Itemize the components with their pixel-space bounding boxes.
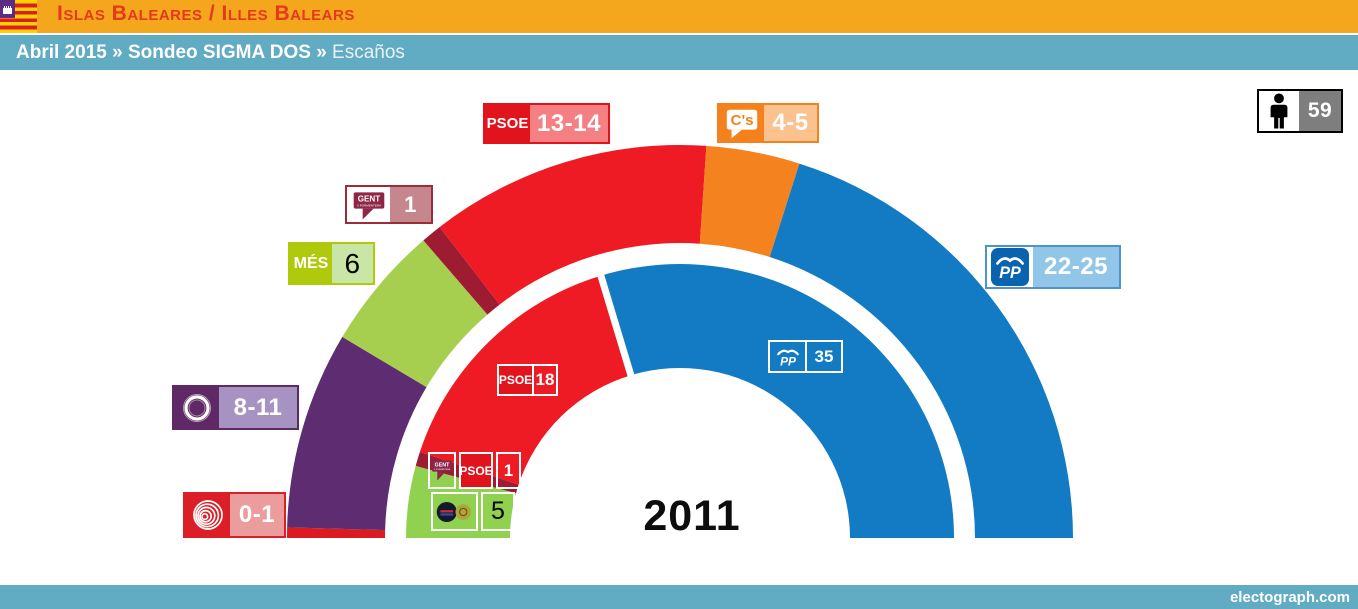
psoe-2011-seats: 18 <box>535 370 555 389</box>
svg-text:GENT: GENT <box>357 194 380 203</box>
person-silhouette-icon <box>1270 93 1288 129</box>
pp-logo: PP <box>987 247 1033 287</box>
pp-arc-segment <box>769 163 1073 538</box>
pp-gull-icon-small: PP <box>776 349 799 368</box>
castle-icon <box>3 6 12 14</box>
psm-iv-circle-logos-icon <box>436 501 471 522</box>
region-title: Islas Baleares / Illes Balears <box>57 2 355 25</box>
svg-text:PP: PP <box>780 354 796 368</box>
podemos-poll-label: 8-11 <box>172 385 299 430</box>
total-seats-badge: 59 <box>1257 89 1343 133</box>
svg-text:X FORMENTERA: X FORMENTERA <box>434 467 451 470</box>
subtitle-light: Escaños <box>332 41 405 63</box>
gent-poll-label: GENT X FORMENTERA 1 <box>345 185 433 224</box>
svg-text:X FORMENTERA: X FORMENTERA <box>356 203 381 207</box>
psoe-poll-label: PSOE 13-14 <box>483 103 610 144</box>
pp-arc-segment <box>600 264 954 538</box>
bloc-divider-line <box>596 272 635 379</box>
psoe-seats: 13-14 <box>530 105 608 142</box>
podemos-arc-segment <box>287 336 427 531</box>
psm-iv-2011-label: 5 <box>431 492 519 531</box>
balearic-islands-flag-icon <box>0 0 37 33</box>
ciudadanos-logo: C's <box>719 105 764 141</box>
site-link[interactable]: electograph.com <box>1229 588 1350 606</box>
eu-poll-label: 0-1 <box>183 492 286 538</box>
psoe-arc-segment <box>439 145 707 305</box>
flag-castle-canton <box>0 0 15 18</box>
pp-logo-square: PP <box>991 248 1029 286</box>
cs-speech-bubble-icon: C's <box>726 109 757 139</box>
pp-2011-seats: 35 <box>814 346 834 366</box>
m-s-arc-segment <box>342 240 488 388</box>
total-seats-value: 59 <box>1299 91 1341 131</box>
mes-logo: MÉS <box>290 244 332 283</box>
svg-text:C's: C's <box>730 112 753 129</box>
psoe-logo: PSOE <box>485 105 530 142</box>
eu-logo <box>185 494 230 536</box>
psm-iv-2011-seats: 5 <box>481 492 515 531</box>
podemos-logo <box>174 387 219 428</box>
mes-seats: 6 <box>332 244 373 283</box>
eu-arc-segment <box>286 527 386 538</box>
pp-2011-label: PP 35 <box>768 340 843 373</box>
ciudadanos-poll-label: C's 4-5 <box>717 103 819 143</box>
psm-iv-exm-arc-segment <box>406 465 516 538</box>
podemos-seats: 8-11 <box>219 387 297 428</box>
psoe-2011-label: PSOE 18 <box>497 364 558 396</box>
footer-bar: electograph.com <box>0 585 1358 609</box>
header-region-bar: Islas Baleares / Illes Balears <box>0 0 1358 35</box>
psoe-2011-logo: PSOE <box>499 366 534 394</box>
gent-psoe-2011-seats: 1 <box>496 452 521 489</box>
inner-ring-year-label: 2011 <box>643 492 741 540</box>
psm-iv-logos <box>431 492 478 531</box>
pp-seats: 22-25 <box>1033 247 1119 287</box>
subtitle-bold: Abril 2015 » Sondeo SIGMA DOS » <box>16 41 327 63</box>
ciudadanos-seats: 4-5 <box>764 105 817 141</box>
gent-logo: GENT X FORMENTERA <box>347 187 390 222</box>
pp-2011-logo: PP <box>770 342 807 371</box>
header-subtitle-bar: Abril 2015 » Sondeo SIGMA DOS » Escaños <box>0 35 1358 70</box>
c-s-arc-segment <box>699 145 800 257</box>
svg-text:GENT: GENT <box>435 462 450 468</box>
gent-seats: 1 <box>390 187 431 222</box>
pp-gull-icon: PP <box>996 257 1024 282</box>
gent-psoe-2011-label: GENT X FORMENTERA PSOE 1 <box>428 452 521 489</box>
pp-poll-label: PP 22-25 <box>985 245 1121 289</box>
mes-poll-label: MÉS 6 <box>288 242 375 285</box>
eu-spiral-icon <box>192 500 223 530</box>
svg-text:PP: PP <box>999 264 1021 282</box>
gent-2011-logo: GENT X FORMENTERA <box>428 452 456 489</box>
podemos-circle-icon <box>182 393 211 422</box>
gent-speech-bubble-icon-small: GENT X FORMENTERA <box>431 459 453 480</box>
gent-speech-bubble-icon: GENT X FORMENTERA <box>353 191 384 219</box>
psoe-coalition-logo: PSOE <box>459 452 493 489</box>
eu-seats: 0-1 <box>230 494 284 536</box>
person-icon <box>1259 91 1299 131</box>
gent-per-formentera-arc-segment <box>423 227 500 315</box>
subtitle: Abril 2015 » Sondeo SIGMA DOS » Escaños <box>16 42 405 64</box>
